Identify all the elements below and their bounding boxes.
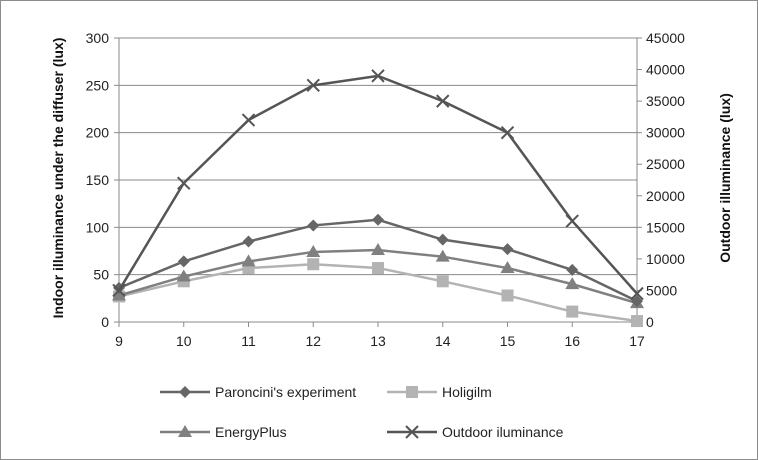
data-point <box>565 214 579 228</box>
legend-marker <box>179 386 191 398</box>
data-point <box>177 255 190 268</box>
legend-item: Outdoor iluminance <box>387 424 564 440</box>
data-point <box>501 289 514 302</box>
right-axis-tick-label: 0 <box>646 314 654 330</box>
x-axis-tick-label: 14 <box>435 333 451 349</box>
legend-label: Holigilm <box>442 384 492 400</box>
x-marker-stroke <box>177 176 191 190</box>
x-marker-stroke <box>371 69 385 83</box>
data-point <box>176 269 191 282</box>
x-marker-stroke <box>630 286 644 301</box>
series-line <box>117 74 638 295</box>
data-point <box>566 305 579 318</box>
data-point <box>566 263 579 276</box>
data-point <box>565 277 580 290</box>
x-axis-tick-label: 17 <box>629 333 645 349</box>
legend-label: Outdoor iluminance <box>442 424 564 440</box>
data-point <box>631 295 643 308</box>
right-axis-tick-label: 10000 <box>646 251 685 267</box>
x-axis-tick-label: 12 <box>305 333 321 349</box>
x-axis-tick-label: 16 <box>564 333 580 349</box>
legend-label: EnergyPlus <box>215 424 287 440</box>
series-line <box>118 218 638 303</box>
left-axis-tick-label: 250 <box>86 77 110 93</box>
left-axis-title: Indoor illuminance under the diffuser (l… <box>50 38 66 319</box>
data-point <box>242 235 255 248</box>
data-point <box>371 69 385 83</box>
right-axis-tick-label: 25000 <box>646 156 685 172</box>
legend-label: Paroncini's experiment <box>215 384 356 400</box>
data-point <box>177 176 191 190</box>
gridlines <box>114 37 642 327</box>
right-axis-tick-label: 20000 <box>646 188 685 204</box>
x-axis-tick-labels: 9 10 11 12 13 14 15 16 17 <box>115 333 645 349</box>
right-axis-title: Outdoor illuminance (lux) <box>717 93 733 263</box>
right-axis-tick-label: 15000 <box>646 219 685 235</box>
x-axis-tick-label: 11 <box>241 333 256 349</box>
data-point <box>435 249 450 262</box>
legend-item: Holigilm <box>387 384 492 400</box>
legend-marker <box>178 425 192 437</box>
x-marker-stroke <box>500 125 515 140</box>
data-point <box>436 275 449 288</box>
legend-marker <box>405 425 419 439</box>
right-axis-tick-label: 30000 <box>646 125 685 141</box>
right-axis-tick-label: 40000 <box>646 62 685 78</box>
data-point <box>372 213 384 226</box>
data-point <box>241 254 256 267</box>
x-axis-tick-label: 10 <box>176 333 192 349</box>
x-marker-stroke <box>241 113 256 127</box>
x-marker-stroke <box>405 425 419 439</box>
left-axis-tick-label: 50 <box>93 267 109 283</box>
right-axis-tick-labels: 0 5000 10000 15000 20000 25000 30000 35000 40000… <box>646 30 685 330</box>
left-axis-tick-label: 200 <box>86 125 110 141</box>
data-point <box>500 125 515 140</box>
data-point <box>631 315 643 328</box>
x-axis-tick-label: 9 <box>115 333 123 349</box>
data-point <box>500 261 515 274</box>
data-point <box>436 233 449 246</box>
x-marker-stroke <box>565 214 579 228</box>
right-axis-tick-label: 5000 <box>646 282 677 298</box>
series-holigilm <box>113 258 643 328</box>
data-point <box>307 219 320 232</box>
legend: Paroncini's experiment Holigilm EnergyPlus… <box>160 384 564 440</box>
left-axis-tick-labels: 0 50 100 150 200 250 300 <box>86 30 110 330</box>
series-outdoor-iluminance <box>112 69 644 301</box>
data-point <box>371 243 385 256</box>
left-axis-tick-label: 300 <box>86 30 110 46</box>
left-axis-tick-label: 150 <box>86 172 110 188</box>
right-axis-tick-label: 35000 <box>646 93 685 109</box>
data-point <box>112 283 126 298</box>
right-axis-tick-label: 45000 <box>646 30 685 46</box>
data-point <box>241 113 256 127</box>
series-layer <box>112 69 644 328</box>
legend-marker <box>406 386 418 398</box>
legend-item: Paroncini's experiment <box>160 384 356 400</box>
data-point <box>112 288 126 301</box>
x-axis-tick-label: 15 <box>500 333 516 349</box>
series-energyplus <box>112 243 644 309</box>
left-axis-tick-label: 0 <box>101 314 109 330</box>
data-point <box>436 94 450 108</box>
x-marker-stroke <box>436 94 450 108</box>
data-point <box>306 78 320 93</box>
left-axis-tick-label: 100 <box>86 219 110 235</box>
x-marker-stroke <box>112 283 126 298</box>
legend-item: EnergyPlus <box>160 424 287 440</box>
data-point <box>501 243 514 256</box>
x-marker-stroke <box>306 78 320 93</box>
data-point <box>306 244 321 257</box>
data-point <box>630 286 644 301</box>
data-point <box>372 262 384 275</box>
series-paroncini-s-experiment <box>113 213 643 308</box>
x-axis-tick-label: 13 <box>370 333 386 349</box>
data-point <box>307 258 320 271</box>
